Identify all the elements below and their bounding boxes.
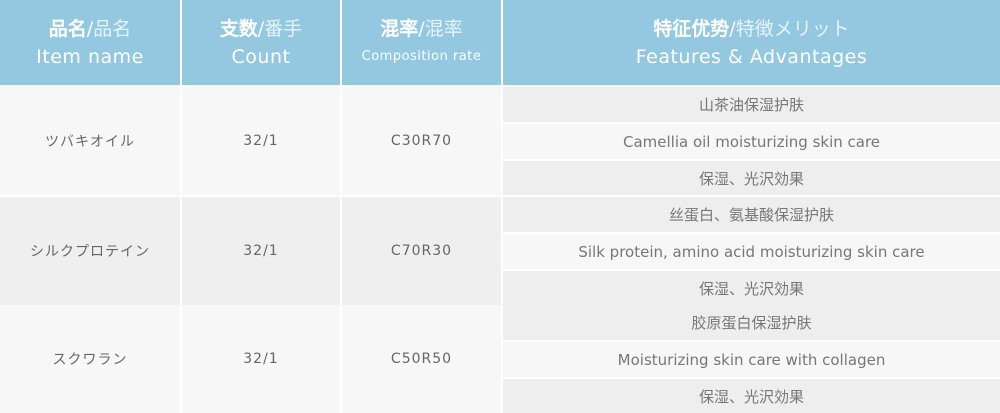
header-title-cn: 支数 [219,17,258,40]
header-title-jp: 混率 [424,17,463,40]
header-title-jp: 特徴メリット [735,17,850,40]
cell-composition: C70R30 [342,197,501,305]
cell-name: シルクプロテイン [0,197,180,305]
cell-count: 32/1 [182,197,340,305]
header-title-cn: 品名 [48,17,87,40]
header-title-cn: 混率 [380,17,419,40]
header-title-cn-jp: 品名/品名 [49,15,131,43]
header-title-en: Item name [36,45,144,68]
header-composition-rate: 混率/混率 Composition rate [342,0,501,85]
header-title-jp: 品名 [93,17,132,40]
header-title-en: Features & Advantages [635,45,868,68]
cell-name: ツバキオイル [0,87,180,195]
feature-line: Moisturizing skin care with collagen [503,342,1000,377]
feature-line: 胶原蛋白保湿护肤 [503,305,1000,340]
cell-count: 32/1 [182,87,340,195]
header-item-name: 品名/品名 Item name [0,0,180,85]
feature-line: 保湿、光沢効果 [503,379,1000,413]
feature-line: 保湿、光沢効果 [503,271,1000,305]
cell-count: 32/1 [182,305,340,413]
feature-line: 山茶油保湿护肤 [503,87,1000,122]
header-title-en: Composition rate [361,48,482,64]
header-slash: / [86,17,94,40]
header-count: 支数/番手 Count [182,0,340,85]
feature-line: 保湿、光沢効果 [503,161,1000,195]
feature-line: Silk protein, amino acid moisturizing sk… [503,234,1000,269]
header-title-cn: 特征优势 [653,17,730,40]
header-slash: / [418,17,425,40]
header-slash: / [729,17,736,40]
feature-line: 丝蛋白、氨基酸保湿护肤 [503,197,1000,232]
cell-composition: C50R50 [342,305,501,413]
header-title-cn-jp: 特征优势/特徴メリット [653,15,849,43]
header-title-en: Count [231,45,291,68]
header-features: 特征优势/特徴メリット Features & Advantages [503,0,1000,85]
cell-name: スクワラン [0,305,180,413]
header-slash: / [257,17,265,40]
cell-composition: C30R70 [342,87,501,195]
header-title-cn-jp: 支数/番手 [220,15,302,43]
header-title-cn-jp: 混率/混率 [380,15,462,43]
header-title-jp: 番手 [264,17,303,40]
feature-line: Camellia oil moisturizing skin care [503,124,1000,159]
